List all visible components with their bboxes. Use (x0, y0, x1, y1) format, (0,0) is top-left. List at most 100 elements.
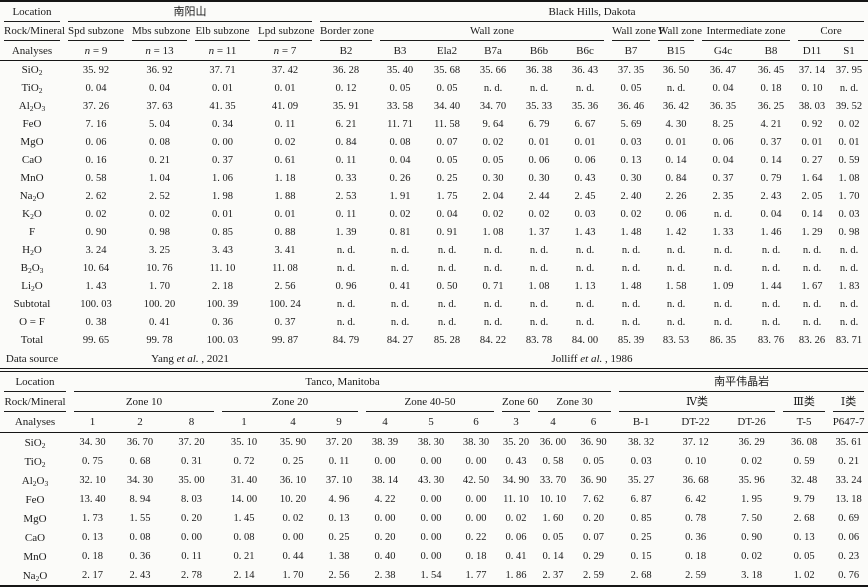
value-cell: 100. 03 (80, 298, 112, 310)
value-cell: 0. 75 (82, 456, 103, 467)
value-cell: 0. 90 (85, 226, 107, 238)
value-cell: 36. 25 (757, 100, 785, 112)
value-cell: 0. 14 (665, 154, 687, 166)
analysis-id-cell: DT-26 (724, 412, 780, 433)
oxide-label-cell: Li2O (0, 277, 64, 295)
analysis-id-cell: G4c (698, 41, 748, 61)
value-cell: 3. 24 (85, 244, 107, 256)
oxide-label-text: H (22, 244, 31, 256)
subscript: 2 (31, 284, 35, 293)
analysis-id-cell: 8 (165, 412, 218, 433)
value-cell: n. d. (483, 82, 503, 94)
value-cell: 1. 13 (574, 280, 596, 292)
oxide-label-cell: FeO (0, 490, 70, 509)
n-italic: n (273, 44, 280, 57)
analysis-id-cell: B7 (608, 41, 654, 61)
oxide-label-cell: Al2O3 (0, 97, 64, 115)
value-cell: 0. 13 (620, 154, 642, 166)
analysis-id-cell: P647-7 (829, 412, 868, 433)
value-cell: 83. 53 (662, 334, 690, 346)
value-cell: 6. 79 (528, 118, 550, 130)
value-cell: 0. 59 (838, 154, 860, 166)
value-cell: 10. 76 (146, 262, 173, 274)
value-cell: 37. 20 (178, 437, 205, 448)
data-source-header-cell: Data source (5, 352, 59, 365)
location-group-cell: Black Hills, Dakota (316, 1, 868, 22)
oxide-label-text: O (39, 569, 48, 582)
location-group-0: 南阳山 (68, 2, 312, 22)
oxide-label-cell: Subtotal (0, 295, 64, 313)
value-cell: 0. 01 (574, 136, 596, 148)
analysis-id-cell: B6b (516, 41, 562, 61)
value-cell: 1. 75 (436, 190, 458, 202)
value-cell: 3. 25 (149, 244, 170, 256)
oxide-row: SiO2 35. 92 36. 92 37. 71 37. 42 36. 28 35. 40… (0, 61, 868, 80)
value-cell: n. d. (437, 316, 457, 328)
value-cell: 0. 07 (436, 136, 458, 148)
value-cell: 0. 11 (335, 154, 357, 166)
zone-group-4: Zone 30 (538, 393, 612, 412)
zone-group-6: Wall zone F (612, 22, 665, 41)
et-al-italic: et al. (580, 352, 603, 365)
value-cell: 0. 21 (233, 551, 255, 562)
value-cell: 0. 58 (85, 172, 107, 184)
oxide-label-text: Na (19, 190, 33, 202)
value-cell: 38. 14 (371, 475, 399, 486)
oxide-row: TiO2 0. 75 0. 68 0. 31 0. 72 0. 25 0. 11 0. 00 0… (0, 452, 868, 471)
value-cell: 1. 18 (274, 172, 296, 184)
value-cell: 0. 07 (583, 532, 605, 543)
oxide-label-cell: CaO (0, 151, 64, 169)
value-cell: 0. 00 (465, 513, 487, 524)
oxide-label-cell: F (0, 223, 64, 241)
value-cell: n. d. (336, 298, 356, 310)
composition-table-nanyangshan-blackhills: Location 南阳山 Black Hills, Dakota Rock/Miner… (0, 0, 868, 365)
value-cell: 38. 03 (798, 100, 826, 112)
zone-group-4: Border zone (320, 22, 374, 41)
oxide-label-text: O (34, 280, 43, 292)
value-cell: 1. 45 (233, 513, 255, 524)
value-cell: 35. 66 (479, 64, 507, 76)
rock-mineral-label: Rock/Mineral (4, 393, 66, 412)
value-cell: 42. 50 (462, 475, 490, 486)
zone-group-0: Spd subzone (68, 22, 124, 41)
value-cell: n. d. (802, 244, 822, 256)
analysis-id-cell: 2 (115, 412, 165, 433)
value-cell: n. d. (336, 262, 356, 274)
value-cell: 0. 59 (793, 456, 815, 467)
value-cell: n. d. (761, 316, 781, 328)
value-cell: 32. 48 (790, 475, 818, 486)
subscript: 2 (32, 478, 37, 488)
zone-group-5: Ⅳ类 (619, 393, 776, 412)
zone-group-cell: Core (794, 22, 868, 41)
value-cell: n. d. (390, 244, 410, 256)
zone-group-9: Core (798, 22, 865, 41)
oxide-label-text: Li (21, 280, 32, 292)
analysis-id-cell: B2 (316, 41, 376, 61)
oxide-label-cell: TiO2 (0, 452, 70, 471)
value-cell: 0. 02 (741, 456, 763, 467)
oxide-row: FeO 13. 40 8. 94 8. 03 14. 00 10. 20 4. 96 4. 2… (0, 490, 868, 509)
value-cell: 2. 38 (362, 566, 408, 587)
analysis-id-cell: Ela2 (424, 41, 470, 61)
value-cell: 35. 00 (178, 475, 205, 486)
value-cell: 99. 65 (82, 334, 110, 346)
oxide-label-text: O = F (19, 316, 45, 328)
value-cell: 0. 00 (420, 513, 442, 524)
location-header-cell: Location (0, 370, 70, 392)
oxide-label-text: Al (21, 474, 33, 487)
value-cell: 11. 58 (434, 118, 460, 130)
oxide-label-text: MgO (20, 136, 44, 148)
oxide-label-text: Al (18, 100, 30, 112)
value-cell: 36. 08 (790, 437, 818, 448)
value-cell: 38. 30 (462, 437, 490, 448)
value-cell: n. d. (621, 262, 641, 274)
value-cell: 0. 03 (574, 208, 596, 220)
value-cell: 0. 02 (505, 513, 527, 524)
oxide-label-text: SiO (21, 64, 39, 76)
value-cell: 0. 98 (838, 226, 860, 238)
value-cell: n. d. (839, 298, 859, 310)
value-cell: 0. 00 (420, 532, 442, 543)
oxide-row: Subtotal 100. 03 100. 20 100. 39 100. 24 n. d… (0, 295, 868, 313)
value-cell: 35. 20 (502, 437, 530, 448)
value-cell: n. d. (713, 316, 733, 328)
